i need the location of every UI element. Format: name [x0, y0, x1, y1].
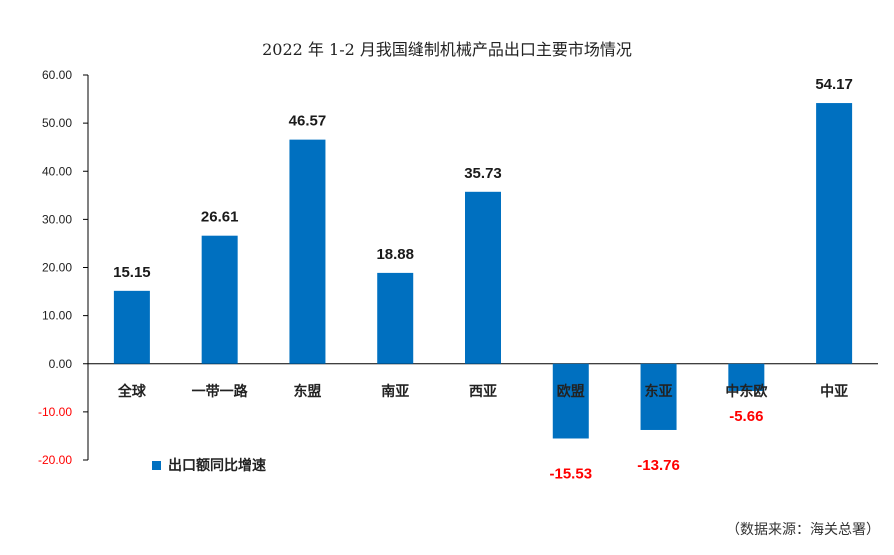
y-tick-label: 0.00	[49, 357, 73, 371]
bars	[113, 103, 853, 439]
y-tick-label: -20.00	[38, 453, 72, 467]
data-label: 26.61	[201, 209, 239, 226]
data-label: 46.57	[289, 113, 327, 130]
legend: 出口额同比增速	[152, 457, 266, 474]
legend-label: 出口额同比增速	[168, 457, 266, 474]
bar	[728, 363, 765, 391]
y-tick-label: 10.00	[42, 309, 72, 323]
data-label: 18.88	[376, 246, 414, 263]
data-label: 15.15	[113, 264, 151, 281]
category-label: 中东欧	[725, 383, 767, 400]
category-label: 全球	[117, 383, 147, 400]
data-label: 35.73	[464, 165, 502, 182]
bar	[113, 290, 150, 364]
y-tick-label: 60.00	[42, 68, 72, 82]
chart-title: 2022 年 1-2 月我国缝制机械产品出口主要市场情况	[262, 40, 632, 59]
data-label: -5.66	[729, 408, 763, 425]
category-label: 欧盟	[557, 383, 585, 400]
y-tick-label: -10.00	[38, 405, 72, 419]
source-note: （数据来源：海关总署）	[726, 522, 880, 538]
category-label: 西亚	[469, 384, 497, 400]
category-label: 东盟	[293, 383, 321, 400]
category-label: 一带一路	[192, 383, 249, 400]
y-tick-label: 30.00	[42, 212, 72, 226]
bar	[816, 103, 853, 364]
category-label: 南亚	[381, 383, 409, 400]
legend-swatch	[152, 461, 161, 470]
data-label: 54.17	[815, 76, 853, 93]
y-axis: 60.00 50.00 40.00 30.00 20.00 10.00 0.00 -10.00…	[38, 68, 878, 467]
data-label: -15.53	[550, 465, 593, 482]
bar	[552, 363, 589, 439]
y-tick-label: 20.00	[42, 261, 72, 275]
category-label: 中亚	[820, 383, 848, 400]
bar	[640, 363, 677, 430]
bar	[201, 235, 238, 364]
bar	[465, 191, 501, 364]
category-labels: 全球 一带一路 东盟 南亚 西亚 欧盟 东亚 中东欧 中亚	[117, 383, 848, 400]
bar	[377, 272, 414, 364]
data-labels: 15.15 26.61 46.57 18.88 35.73 -15.53 -13.76 -5.…	[113, 76, 853, 482]
data-label: -13.76	[637, 457, 680, 474]
category-label: 东亚	[645, 383, 673, 400]
bar	[289, 139, 326, 364]
y-tick-label: 50.00	[42, 116, 72, 130]
y-tick-label: 40.00	[42, 164, 72, 178]
